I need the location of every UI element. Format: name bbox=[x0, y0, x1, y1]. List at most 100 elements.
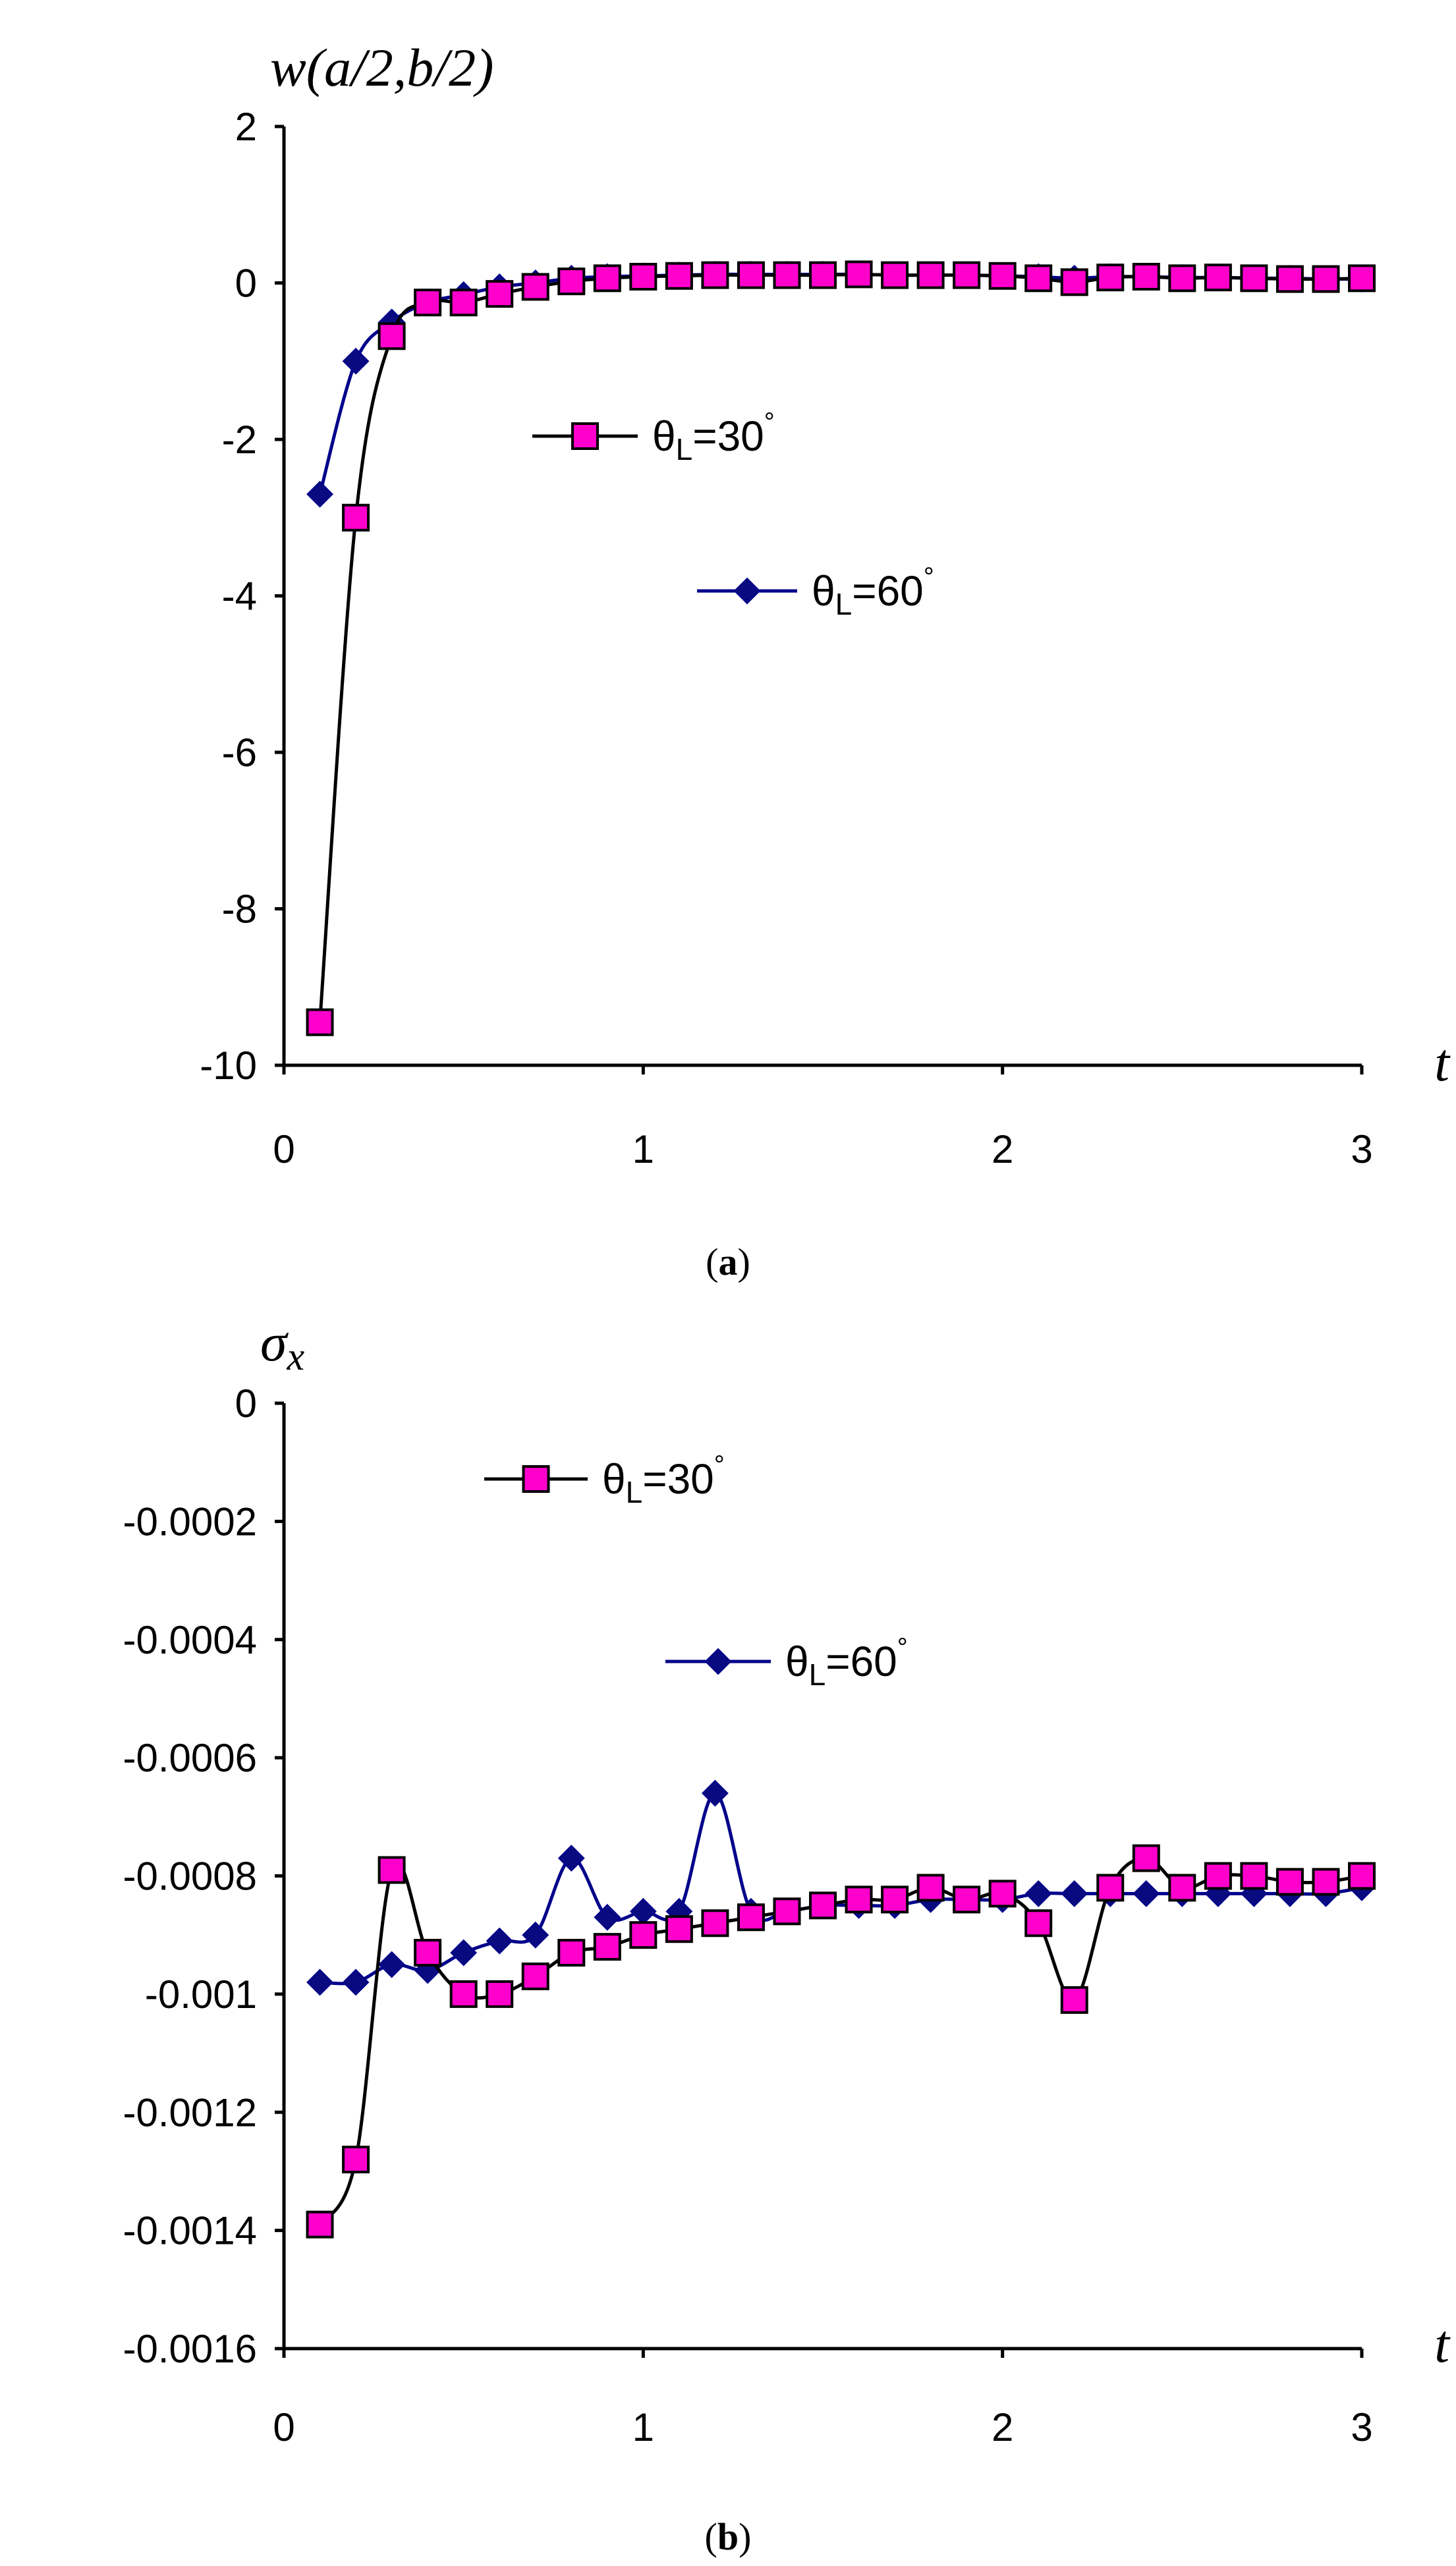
data-point bbox=[1240, 264, 1268, 293]
y-axis-label-subscript: x bbox=[286, 1335, 304, 1378]
data-point bbox=[1168, 1874, 1196, 1902]
data-point bbox=[594, 1903, 621, 1931]
data-point bbox=[845, 260, 873, 289]
y-tick-label: -0.0008 bbox=[123, 1855, 258, 1899]
figure-caption: (b) bbox=[705, 2515, 752, 2558]
legend-marker bbox=[522, 1465, 550, 1493]
data-point bbox=[701, 1779, 729, 1807]
data-point bbox=[486, 1980, 514, 2008]
data-point bbox=[521, 273, 549, 301]
y-tick-label: -0.0006 bbox=[123, 1736, 258, 1780]
y-tick-label: -4 bbox=[222, 574, 257, 619]
data-point bbox=[342, 347, 370, 375]
y-tick-label: -0.001 bbox=[145, 1972, 257, 2017]
data-point bbox=[737, 1903, 765, 1932]
data-point bbox=[378, 322, 406, 350]
data-point bbox=[1275, 265, 1304, 293]
data-point bbox=[629, 1897, 657, 1925]
data-point bbox=[306, 2210, 334, 2239]
x-tick-label: 3 bbox=[1351, 2405, 1372, 2449]
data-point bbox=[486, 280, 514, 308]
legend-subscript: L bbox=[676, 432, 693, 466]
data-point bbox=[629, 263, 658, 291]
y-tick-label: -2 bbox=[222, 418, 257, 462]
data-point bbox=[306, 480, 333, 508]
data-point bbox=[414, 1939, 442, 1967]
data-point bbox=[988, 262, 1017, 290]
data-point bbox=[988, 1880, 1017, 1908]
series-square bbox=[306, 260, 1376, 1036]
data-point bbox=[1275, 1868, 1304, 1896]
legend-marker bbox=[704, 1648, 732, 1675]
data-point bbox=[1024, 264, 1053, 293]
data-point bbox=[306, 1968, 333, 1996]
legend-label: θL=30° bbox=[652, 408, 775, 466]
data-point bbox=[881, 261, 909, 289]
data-point bbox=[557, 1939, 586, 1967]
y-tick-label: 0 bbox=[235, 1381, 257, 1426]
data-point bbox=[665, 262, 693, 290]
data-point bbox=[557, 267, 586, 296]
legend-entry: θL=60° bbox=[697, 563, 934, 621]
data-point bbox=[342, 2146, 370, 2173]
data-point bbox=[306, 1008, 334, 1036]
data-point bbox=[773, 1897, 801, 1926]
x-tick-label: 3 bbox=[1351, 1127, 1372, 1171]
y-tick-label: -0.0002 bbox=[123, 1499, 258, 1544]
data-point bbox=[701, 261, 729, 289]
x-tick-label: 0 bbox=[273, 2405, 294, 2449]
legend-subscript: L bbox=[835, 587, 853, 621]
y-tick-label: -0.0012 bbox=[123, 2090, 258, 2134]
x-tick-label: 1 bbox=[632, 2405, 654, 2449]
y-tick-label: 2 bbox=[235, 105, 257, 149]
data-point bbox=[1024, 1880, 1052, 1907]
data-point bbox=[378, 1951, 406, 1978]
legend-degree: ° bbox=[924, 563, 934, 592]
caption-letter: b bbox=[717, 2515, 739, 2558]
data-point bbox=[737, 261, 765, 289]
legend-degree: ° bbox=[714, 1451, 725, 1480]
data-point bbox=[557, 1845, 585, 1872]
data-point bbox=[1312, 1868, 1340, 1896]
data-point bbox=[773, 261, 801, 289]
x-tick-label: 1 bbox=[632, 1127, 654, 1171]
data-point bbox=[593, 264, 621, 293]
legend-value: =30 bbox=[642, 1455, 714, 1503]
legend-value: =60 bbox=[826, 1638, 897, 1685]
legend-value: =60 bbox=[852, 567, 924, 615]
data-point bbox=[629, 1921, 658, 1949]
legend-subscript: L bbox=[626, 1475, 643, 1509]
chart-panel-b: 0 -0.0002 -0.0004 -0.0006 -0.0008 -0.001 -0.00… bbox=[123, 1312, 1451, 2558]
y-axis-label: w(a/2,b/2) bbox=[270, 38, 493, 98]
data-point bbox=[449, 1980, 478, 2008]
data-point bbox=[378, 1856, 406, 1884]
y-tick-label: -0.0016 bbox=[123, 2327, 258, 2371]
data-point bbox=[1240, 1862, 1268, 1890]
data-point bbox=[916, 1874, 945, 1902]
x-axis-label: t bbox=[1434, 2314, 1451, 2374]
legend-label: θL=60° bbox=[812, 563, 934, 621]
data-point bbox=[593, 1933, 621, 1961]
legend-marker bbox=[733, 577, 761, 605]
data-point bbox=[486, 1927, 513, 1955]
y-tick-label: -10 bbox=[200, 1044, 257, 1088]
series-line bbox=[318, 1856, 1362, 2226]
data-point bbox=[1060, 1986, 1088, 2014]
legend-degree: ° bbox=[764, 408, 775, 437]
data-point bbox=[1204, 264, 1232, 292]
data-point bbox=[1024, 1909, 1053, 1938]
legend-label: θL=60° bbox=[785, 1633, 908, 1692]
data-point bbox=[449, 289, 478, 317]
data-point bbox=[1132, 1844, 1160, 1872]
data-point bbox=[1096, 1874, 1125, 1902]
y-tick-label: -0.0014 bbox=[123, 2209, 258, 2253]
data-point bbox=[845, 1885, 873, 1914]
y-tick-label: -8 bbox=[222, 887, 257, 932]
legend-value: =30 bbox=[692, 412, 764, 460]
data-point bbox=[953, 261, 981, 289]
data-point bbox=[1204, 1862, 1232, 1890]
data-point bbox=[809, 261, 837, 289]
legend-subscript: L bbox=[809, 1658, 826, 1692]
data-point bbox=[916, 261, 945, 289]
x-tick-label: 2 bbox=[992, 2405, 1013, 2449]
